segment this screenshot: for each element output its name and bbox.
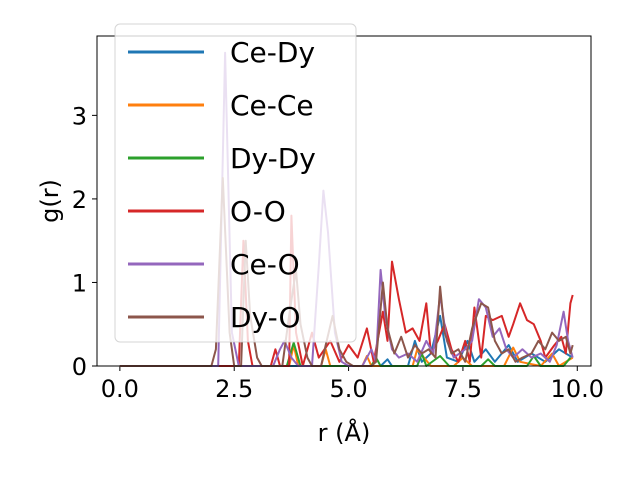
- y-tick-label: 3: [72, 102, 87, 130]
- legend-label-dy-dy: Dy-Dy: [230, 142, 316, 175]
- legend-label-ce-dy: Ce-Dy: [230, 36, 315, 69]
- legend: Ce-Dy Ce-Ce Dy-Dy O-O Ce-O Dy-O: [114, 23, 357, 343]
- legend-label-ce-ce: Ce-Ce: [230, 89, 314, 122]
- x-axis-label: r (Å): [318, 418, 371, 447]
- x-tick-label: 7.5: [444, 375, 482, 403]
- legend-label-o-o: O-O: [230, 195, 286, 228]
- series-line-ce-o: [119, 51, 574, 367]
- x-tick-label: 0.0: [101, 375, 139, 403]
- legend-label-dy-o: Dy-O: [230, 301, 301, 334]
- x-tick-label: 10.0: [551, 375, 604, 403]
- legend-box: [114, 23, 357, 343]
- x-ticks: 0.0 2.5 5.0 7.5 10.0: [101, 366, 604, 403]
- y-axis-label: g(r): [36, 179, 64, 223]
- x-tick-label: 2.5: [215, 375, 253, 403]
- x-tick-label: 5.0: [329, 375, 367, 403]
- y-ticks: 0 1 2 3: [72, 102, 97, 381]
- series-line-dy-dy: [119, 341, 572, 367]
- y-tick-label: 1: [72, 269, 87, 297]
- series-line-dy-o: [119, 177, 574, 367]
- y-tick-label: 0: [72, 353, 87, 381]
- y-tick-label: 2: [72, 186, 87, 214]
- legend-label-ce-o: Ce-O: [230, 248, 300, 281]
